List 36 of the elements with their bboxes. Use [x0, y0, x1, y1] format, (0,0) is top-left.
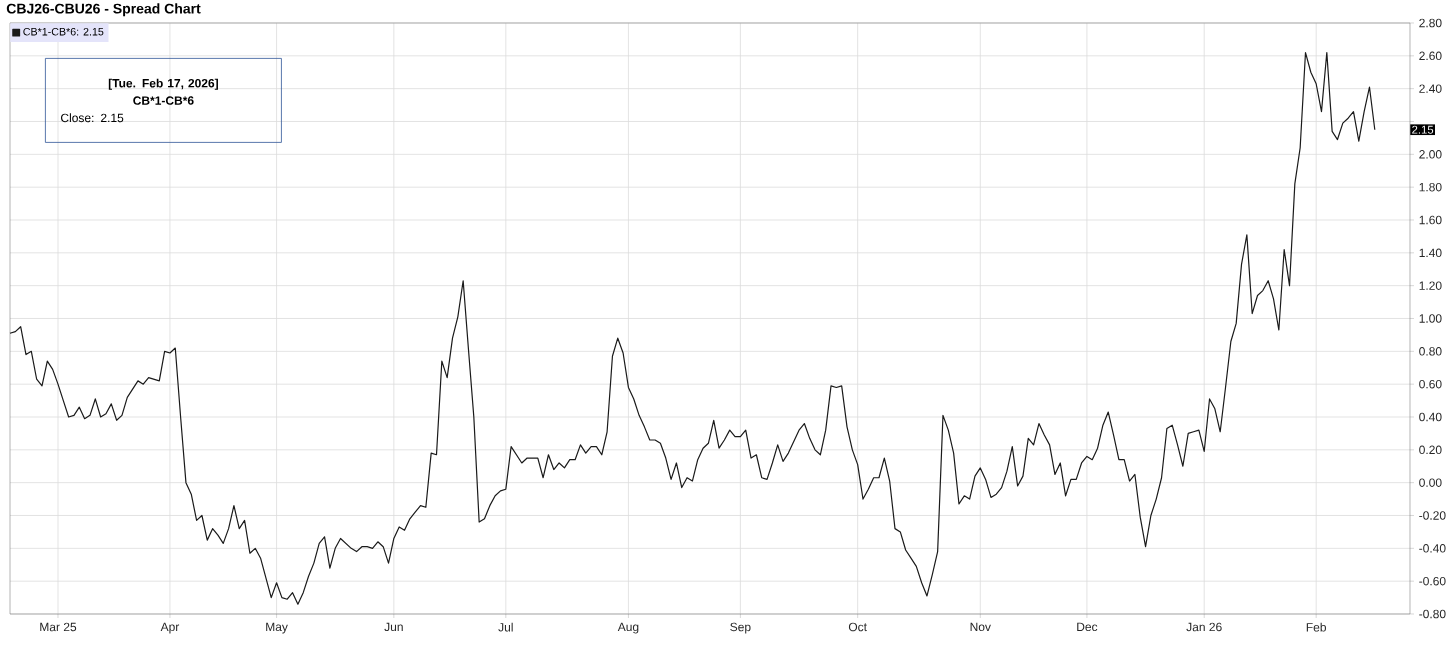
y-tick-label: -0.20 [1419, 511, 1446, 520]
annotation: CB*1-CB*6 [133, 96, 194, 105]
x-tick-label: Jun [384, 622, 403, 632]
y-tick-label: 0.20 [1419, 445, 1442, 455]
x-tick-label: Feb [1306, 622, 1326, 632]
y-tick-label: 2.40 [1419, 84, 1442, 93]
y-tick-label: 2.00 [1419, 150, 1442, 159]
annotation: Close: 2.15 [61, 113, 124, 123]
x-tick-label: Oct [848, 622, 867, 632]
legend-label: CB*1-CB*6: 2.15 [23, 27, 104, 36]
x-tick-label: Aug [617, 622, 639, 634]
y-tick-label: 0.80 [1419, 347, 1442, 356]
y-tick-label: 1.80 [1419, 182, 1442, 192]
y-tick-label: 1.40 [1419, 248, 1442, 258]
y-tick-label: 1.60 [1419, 215, 1442, 225]
y-tick-label: 0.00 [1419, 478, 1442, 487]
y-tick-label: -0.80 [1419, 609, 1446, 619]
y-tick-label: -0.40 [1419, 544, 1446, 553]
chart-title: CBJ26-CBU26 - Spread Chart [6, 3, 201, 17]
x-tick-label: Jan 26 [1186, 622, 1222, 632]
x-tick-label: Dec [1077, 622, 1098, 632]
annotation: [Tue. Feb 17, 2026] [108, 78, 218, 90]
x-tick-label: May [266, 622, 288, 634]
text: 2.15 [1412, 125, 1434, 134]
x-tick-label: Apr [160, 622, 180, 634]
x-tick-label: Jul [498, 622, 513, 632]
x-tick-label: Sep [730, 622, 751, 634]
y-tick-label: 1.00 [1419, 314, 1442, 323]
y-tick-label: 2.60 [1419, 51, 1442, 61]
y-tick-label: -0.60 [1419, 576, 1446, 586]
y-tick-label: 0.60 [1419, 379, 1442, 389]
x-tick-label: Nov [970, 622, 991, 632]
y-tick-label: 2.80 [1419, 18, 1442, 28]
x-tick-label: Mar 25 [40, 622, 77, 632]
y-tick-label: 0.40 [1419, 412, 1442, 422]
y-tick-label: 1.20 [1419, 281, 1442, 290]
